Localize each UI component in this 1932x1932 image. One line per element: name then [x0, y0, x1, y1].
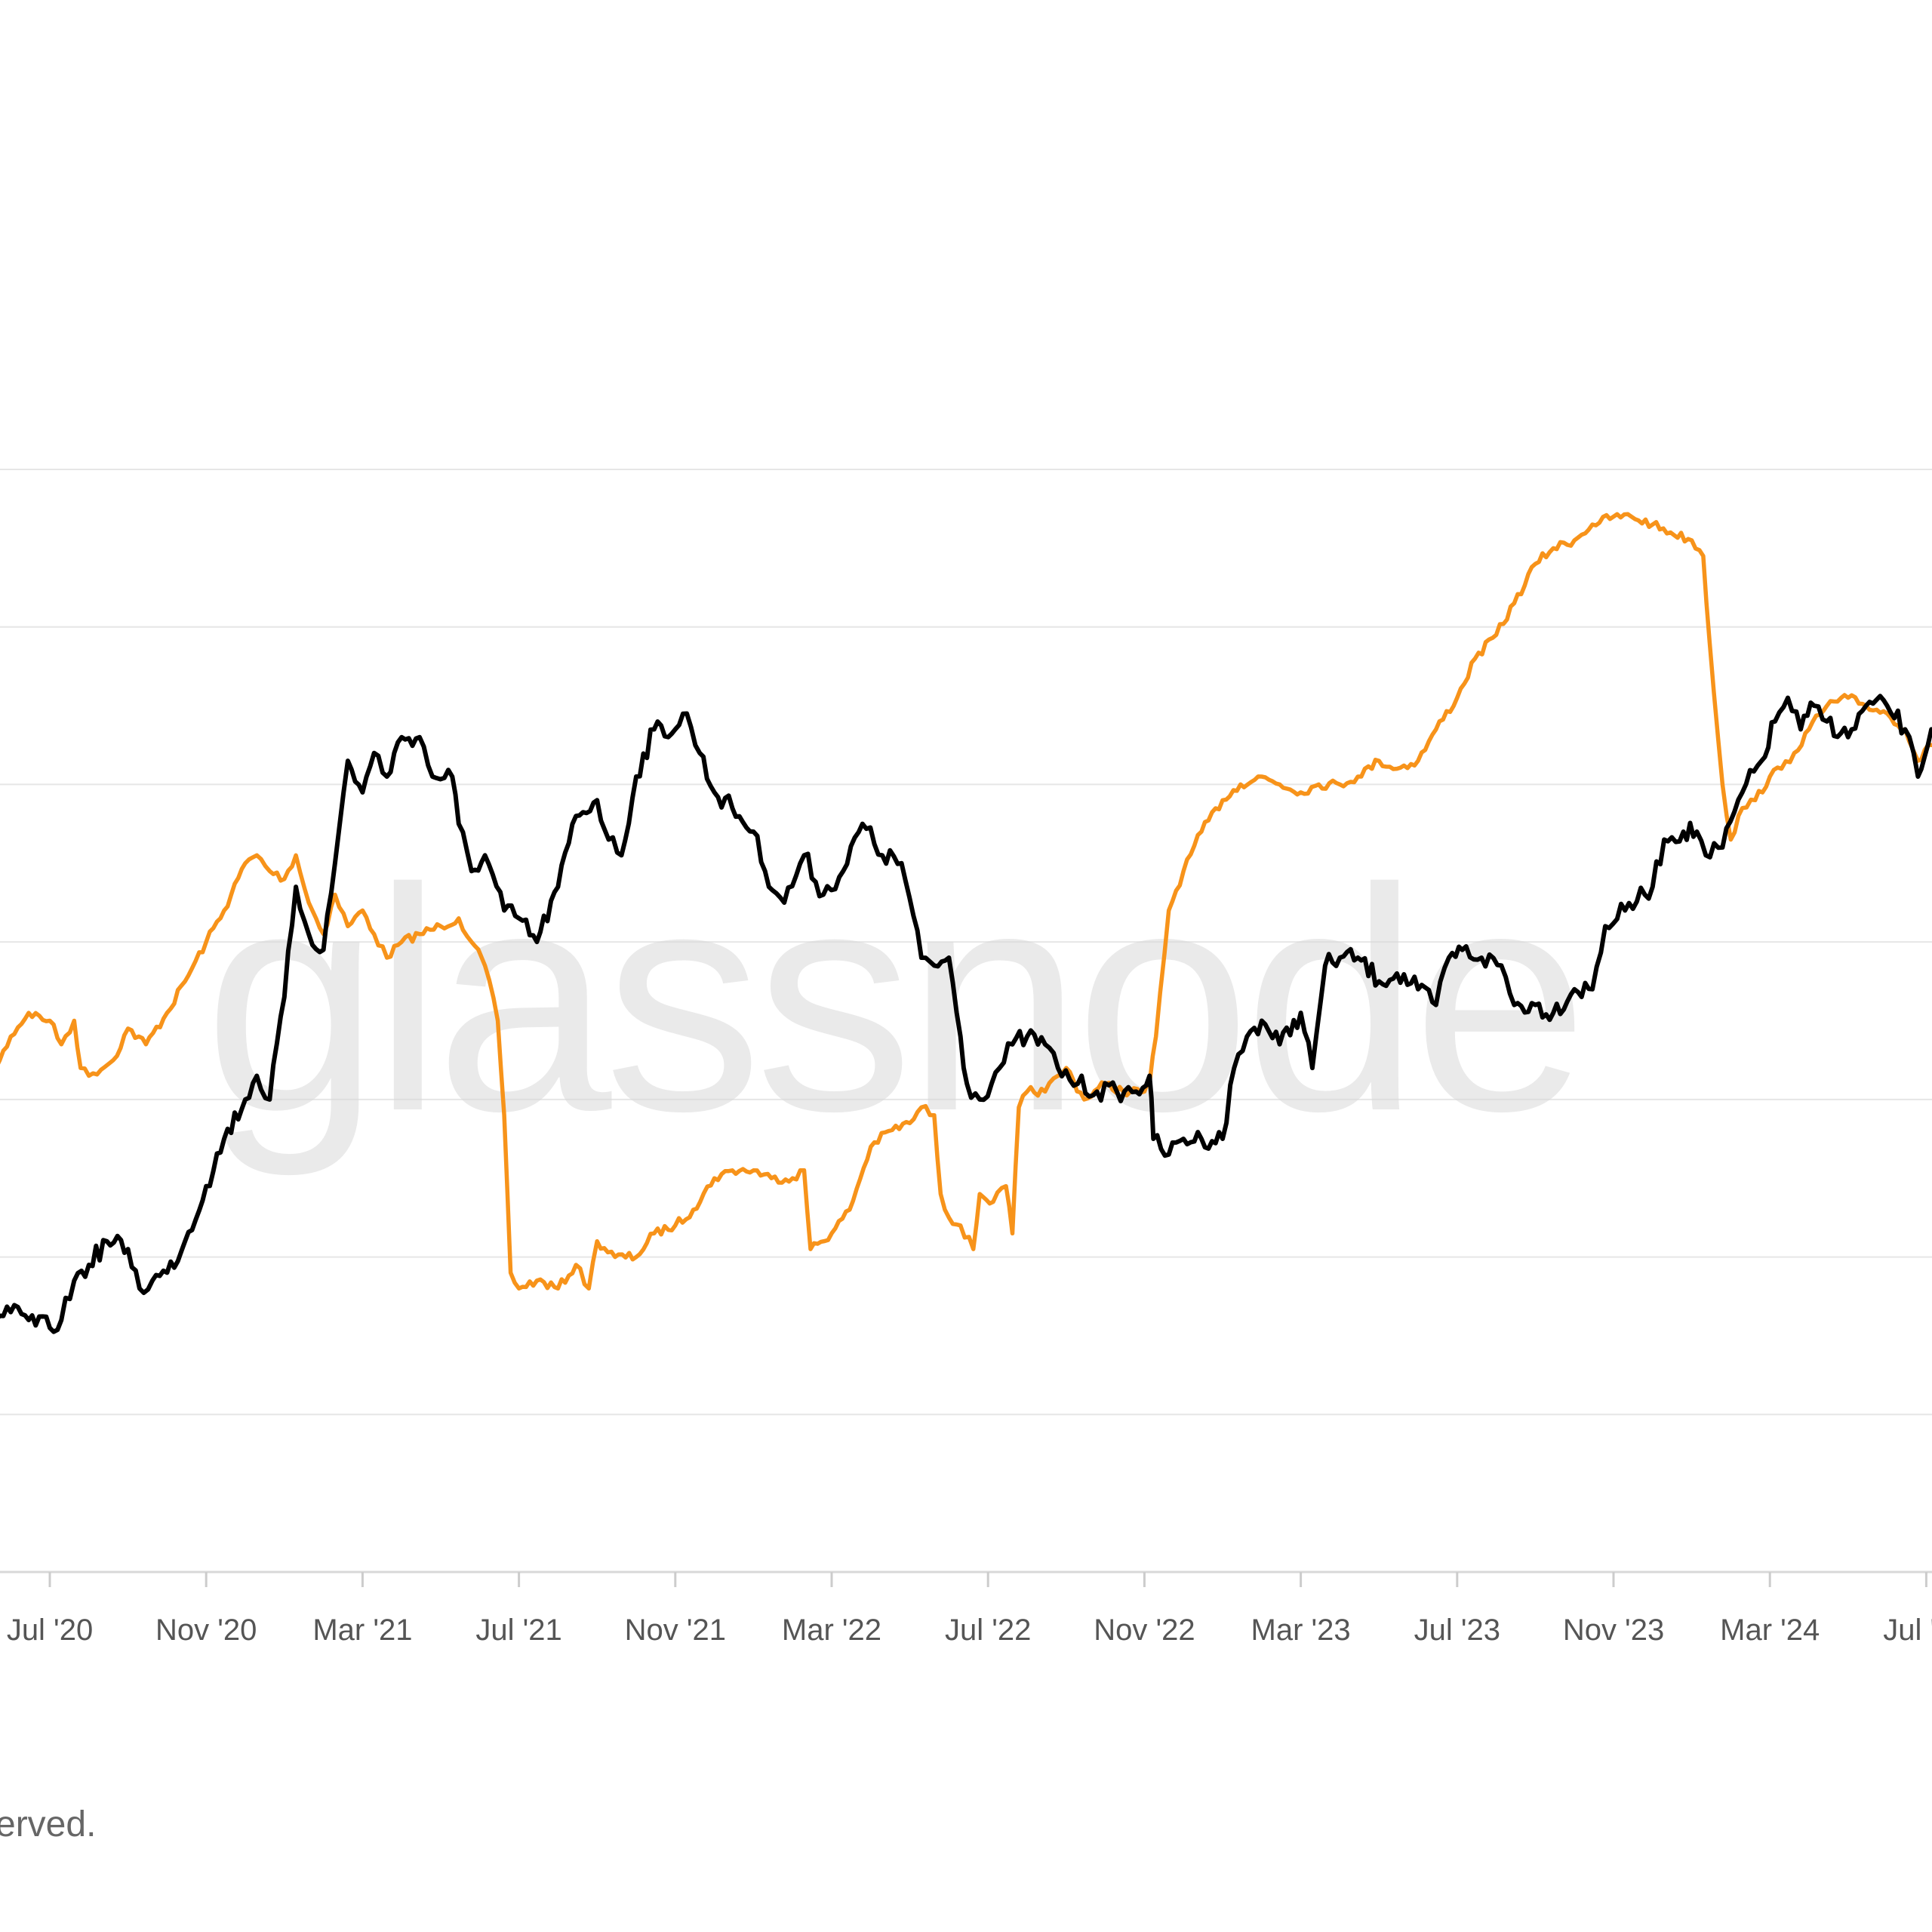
gridlines [0, 469, 1932, 1416]
series-line-orange [0, 512, 1932, 1291]
x-tick-label: Jul '24 [1883, 1614, 1932, 1647]
x-tick-label: Mar '22 [782, 1614, 881, 1647]
x-tick-label: Nov '22 [1094, 1614, 1195, 1647]
x-tick-label: Jul '20 [7, 1614, 93, 1647]
footer-copyright: erved. [0, 1804, 97, 1844]
x-tick-label: Mar '21 [312, 1614, 412, 1647]
x-tick-label: Nov '23 [1563, 1614, 1664, 1647]
series-group [0, 512, 1932, 1334]
x-tick-label: Mar '24 [1720, 1614, 1820, 1647]
x-tick-label: Jul '21 [475, 1614, 561, 1647]
x-tick-label: Jul '23 [1414, 1614, 1500, 1647]
x-tick-label: Nov '21 [625, 1614, 726, 1647]
x-tick-label: Nov '20 [155, 1614, 257, 1647]
x-axis-ticks: Jul '20 Nov '20 Mar '21 Jul '21 Nov '21 Mar '… [7, 1572, 1932, 1647]
x-tick-label: Mar '23 [1251, 1614, 1351, 1647]
watermark: glassnode [204, 823, 1581, 1179]
x-tick-label: Jul '22 [945, 1614, 1031, 1647]
series-line-black [0, 694, 1932, 1334]
